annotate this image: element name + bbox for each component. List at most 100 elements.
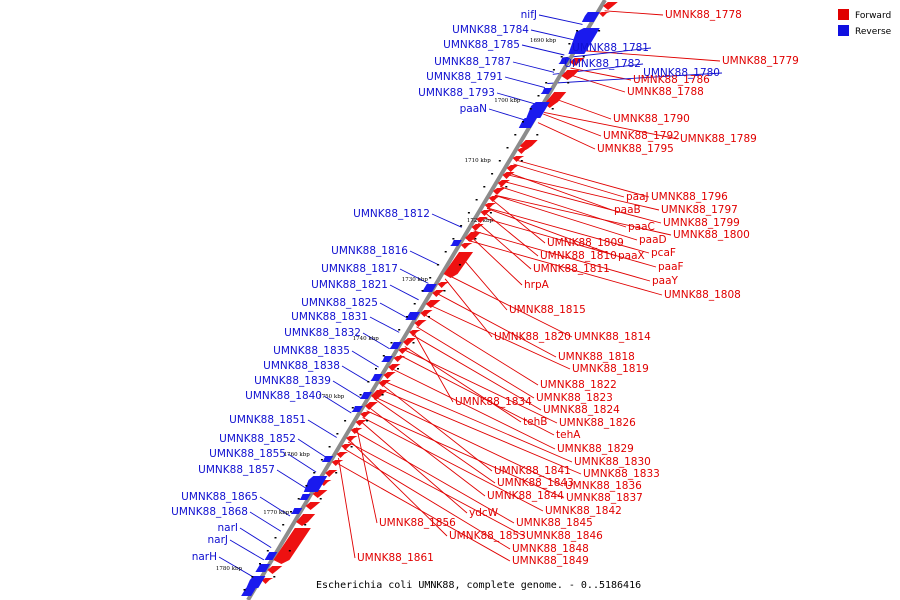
- leader-line: [459, 254, 508, 311]
- forward-gene-label: UMNK88_1843: [497, 477, 574, 489]
- forward-gene-label: paaX: [618, 250, 645, 262]
- strand-marker: [444, 251, 447, 253]
- strand-marker: [251, 576, 254, 578]
- legend-forward-swatch: [838, 9, 849, 20]
- reverse-gene: [581, 12, 600, 22]
- reverse-gene-label: UMNK88_1785: [443, 39, 520, 51]
- forward-gene-label: paaJ: [626, 191, 649, 203]
- reverse-gene: [299, 494, 311, 500]
- leader-line: [354, 430, 515, 524]
- leader-line: [467, 239, 663, 296]
- forward-gene-label: UMNK88_1861: [357, 552, 434, 564]
- forward-gene-label: ydcW: [469, 507, 499, 519]
- forward-gene: [488, 196, 501, 202]
- forward-gene: [502, 172, 515, 179]
- leader-line: [366, 410, 565, 499]
- strand-marker: [474, 238, 477, 240]
- reverse-gene: [558, 58, 571, 64]
- leader-line: [409, 250, 440, 266]
- leader-line: [368, 406, 486, 497]
- reverse-gene-label: nifJ: [521, 9, 537, 21]
- strand-marker: [336, 433, 339, 435]
- leader-line: [484, 212, 539, 257]
- strand-marker: [443, 290, 446, 292]
- leader-line: [403, 348, 558, 424]
- strand-marker: [359, 394, 362, 396]
- genome-caption: Escherichia coli UMNK88, complete genome…: [316, 580, 641, 591]
- leader-line: [383, 380, 573, 463]
- strand-marker: [243, 589, 246, 591]
- label-leader-lines: [218, 10, 723, 578]
- forward-gene-label: UMNK88_1814: [574, 331, 651, 343]
- forward-gene: [519, 140, 538, 150]
- strand-marker: [598, 30, 601, 32]
- reverse-gene-label: UMNK88_1821: [311, 279, 388, 291]
- forward-gene: [598, 12, 610, 17]
- kbp-tick-label: 1730 kbp: [402, 277, 429, 283]
- forward-gene-label: UMNK88_1845: [516, 517, 593, 529]
- leader-line: [538, 14, 583, 25]
- strand-marker: [350, 446, 353, 448]
- leader-line: [562, 47, 652, 59]
- forward-gene-label: UMNK88_1826: [559, 417, 636, 429]
- forward-gene-label: UMNK88_1844: [487, 490, 564, 502]
- strand-marker: [328, 446, 331, 448]
- reverse-gene: [526, 102, 550, 118]
- reverse-gene-label: UMNK88_1852: [219, 433, 296, 445]
- strand-marker: [375, 368, 377, 370]
- leader-line: [570, 67, 632, 81]
- reverse-gene-label: UMNK88_1831: [291, 311, 368, 323]
- strand-marker: [397, 368, 399, 370]
- kbp-tick-label: 1770 kbp: [263, 510, 290, 516]
- kbp-tick-label: 1700 kbp: [494, 98, 521, 104]
- reverse-gene-label: UMNK88_1832: [284, 327, 361, 339]
- forward-gene: [267, 566, 283, 574]
- forward-gene-label: UMNK88_1848: [512, 543, 589, 555]
- leader-line: [369, 316, 400, 333]
- forward-gene-label: UMNK88_1842: [545, 505, 622, 517]
- leader-line: [332, 380, 361, 399]
- strand-marker: [483, 186, 486, 188]
- forward-gene-label: UMNK88_1789: [680, 133, 757, 145]
- reverse-gene-label: UMNK88_1782: [564, 58, 641, 70]
- forward-gene: [341, 444, 353, 450]
- forward-gene-label: UMNK88_1810: [540, 250, 617, 262]
- reverse-gene-label: UMNK88_1851: [229, 414, 306, 426]
- forward-gene: [492, 188, 506, 195]
- leader-line: [543, 113, 602, 137]
- forward-gene-label: UMNK88_1836: [565, 480, 642, 492]
- forward-gene: [350, 428, 363, 434]
- forward-gene: [331, 460, 344, 466]
- forward-gene: [398, 348, 410, 354]
- forward-gene: [273, 528, 311, 564]
- strand-marker: [489, 212, 492, 214]
- forward-gene-label: UMNK88_1811: [533, 263, 610, 275]
- leader-line: [307, 419, 337, 438]
- forward-gene-label: UMNK88_1849: [512, 555, 589, 567]
- strand-marker: [290, 511, 292, 513]
- leader-line: [374, 396, 564, 487]
- leader-line: [444, 278, 493, 338]
- forward-gene-label: UMNK88_1833: [583, 468, 660, 480]
- strand-marker: [545, 82, 548, 84]
- leader-line: [379, 388, 582, 475]
- forward-gene: [393, 356, 406, 362]
- leader-line: [496, 92, 536, 105]
- leader-line: [239, 527, 272, 548]
- forward-gene: [414, 320, 427, 327]
- forward-gene-label: UMNK88_1792: [603, 130, 680, 142]
- leader-line: [515, 159, 650, 198]
- reverse-gene: [450, 240, 462, 246]
- reverse-gene: [359, 392, 372, 399]
- leader-line: [229, 539, 265, 561]
- forward-gene: [261, 578, 274, 584]
- strand-marker: [273, 576, 276, 578]
- leader-line: [338, 457, 356, 559]
- strand-marker: [452, 238, 455, 240]
- strand-marker: [366, 420, 369, 422]
- strand-marker: [259, 563, 261, 565]
- forward-gene-label: UMNK88_1856: [379, 517, 456, 529]
- kbp-tick-label: 1710 kbp: [465, 158, 492, 164]
- strand-marker: [304, 524, 307, 526]
- leader-line: [604, 10, 664, 16]
